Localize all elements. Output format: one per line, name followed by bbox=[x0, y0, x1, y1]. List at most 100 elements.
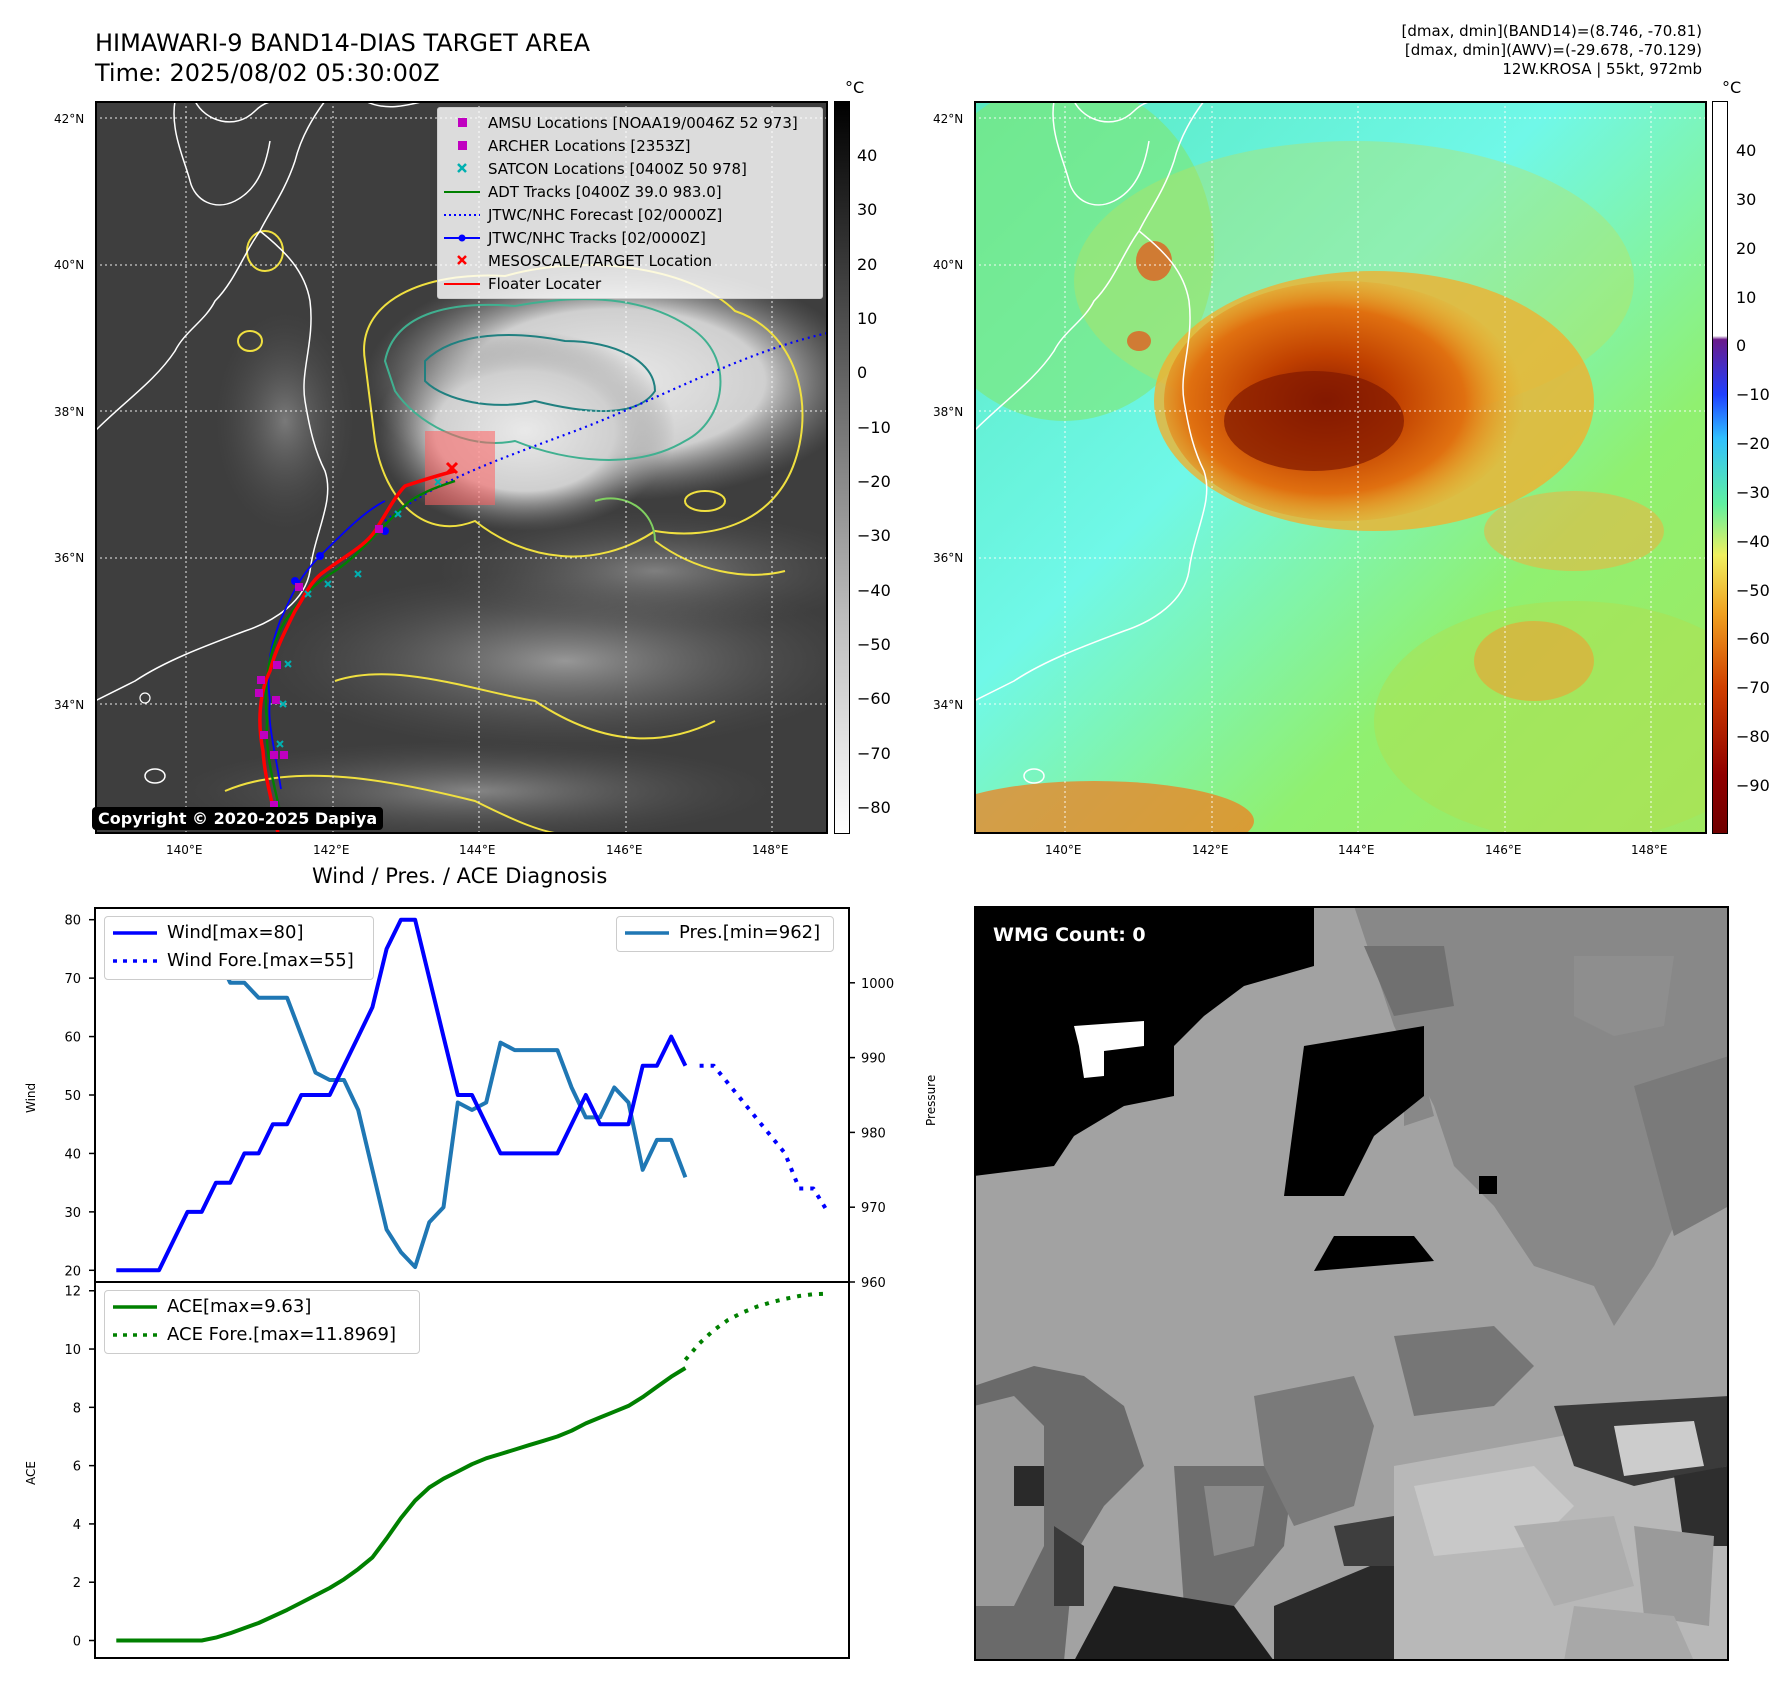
ir-colorbar-label: 40 bbox=[857, 146, 878, 165]
ace-axis-tick-label: 8 bbox=[73, 1401, 81, 1416]
ir-colorbar-label: −60 bbox=[857, 689, 891, 709]
lon-tick-144: 144°E bbox=[459, 843, 496, 857]
lat-tick-36: 36°N bbox=[54, 551, 85, 565]
wind-axis-tick-label: 80 bbox=[64, 914, 81, 929]
storm-info: [dmax, dmin](BAND14)=(8.746, -70.81) [dm… bbox=[1402, 22, 1702, 79]
awv-map-frame bbox=[974, 101, 1707, 834]
lon-tick-146: 146°E bbox=[606, 843, 643, 857]
awv-lat-tick-38: 38°N bbox=[933, 405, 964, 419]
awv-lon-tick-142: 142°E bbox=[1192, 843, 1229, 857]
wind-axis-tick-label: 60 bbox=[64, 1031, 81, 1046]
awv-colorbar-label: −70 bbox=[1736, 678, 1770, 698]
ir-colorbar-label: −10 bbox=[857, 417, 891, 437]
jtwc-forecast-track bbox=[384, 331, 829, 522]
amsu-markers bbox=[255, 525, 383, 809]
wmg-count-badge: WMG Count: 0 bbox=[985, 918, 1154, 952]
ir-colorbar-unit: °C bbox=[845, 78, 865, 97]
awv-lon-tick-148: 148°E bbox=[1631, 843, 1668, 857]
awv-colorbar-label: −40 bbox=[1736, 531, 1770, 551]
ir-colorbar-label: −80 bbox=[857, 798, 891, 817]
ace-legend: ACE[max=9.63] ACE Fore.[max=11.8969] bbox=[104, 1290, 420, 1354]
awv-colorbar-label: −10 bbox=[1736, 385, 1770, 405]
wind-axis-tick-label: 50 bbox=[64, 1089, 81, 1104]
pressure-legend: Pres.[min=962] bbox=[616, 916, 834, 952]
awv-lon-tick-140: 140°E bbox=[1045, 843, 1082, 857]
wmg-frame bbox=[974, 906, 1729, 1661]
pressure-axis-tick-label: 980 bbox=[861, 1126, 886, 1141]
diagnosis-chart: 20 30 40 50 60 70 80 960 970 980 990 1000 0 2 4 6 8 10 12 bbox=[64, 907, 894, 1659]
pressure-axis-label: Pressure bbox=[924, 1074, 938, 1126]
ir-colorbar-label: −40 bbox=[857, 580, 891, 600]
ir-colorbar-label: −20 bbox=[857, 472, 891, 491]
awv-lon-tick-146: 146°E bbox=[1485, 843, 1522, 857]
awv-colorbar-label: −30 bbox=[1736, 482, 1770, 502]
awv-colorbar bbox=[1712, 101, 1728, 834]
awv-colorbar-label: 30 bbox=[1736, 189, 1757, 209]
awv-lat-tick-42: 42°N bbox=[933, 112, 964, 126]
ir-colorbar-label: 20 bbox=[857, 254, 878, 274]
wind-line bbox=[116, 917, 688, 1273]
title-line-2: Time: 2025/08/02 05:30:00Z bbox=[95, 59, 440, 87]
ace-axis-tick-label: 4 bbox=[73, 1518, 81, 1533]
wind-legend-row: Wind[max=80] bbox=[113, 922, 304, 943]
awv-colorbar-unit: °C bbox=[1722, 78, 1742, 97]
ir-map-panel: AMSU Locations [NOAA19/0046Z 52 973] ARC… bbox=[92, 100, 875, 841]
ir-colorbar-label: −30 bbox=[857, 526, 891, 546]
wind-axis-label: Wind bbox=[24, 1082, 38, 1113]
map-legend: AMSU Locations [NOAA19/0046Z 52 973] ARC… bbox=[437, 107, 823, 299]
ace-axis-tick-label: 12 bbox=[64, 1285, 81, 1300]
lat-tick-34: 34°N bbox=[54, 698, 85, 712]
info-line-3: 12W.KROSA | 55kt, 972mb bbox=[1502, 60, 1702, 78]
diagnosis-title: Wind / Pres. / ACE Diagnosis bbox=[312, 864, 608, 888]
ir-colorbar-label: −70 bbox=[857, 743, 891, 763]
ir-colorbar-label: 0 bbox=[857, 363, 868, 383]
wind-axis-tick-label: 20 bbox=[64, 1264, 81, 1279]
awv-map-panel bbox=[914, 81, 1774, 861]
ir-colorbar-label: 30 bbox=[857, 200, 878, 220]
lat-tick-42: 42°N bbox=[54, 112, 85, 126]
target-box bbox=[425, 431, 495, 505]
wind-axis-tick-label: 40 bbox=[64, 1147, 81, 1162]
awv-colorbar-label: 20 bbox=[1736, 238, 1757, 258]
jtwc-track bbox=[267, 500, 386, 790]
awv-colorbar-label: −50 bbox=[1736, 580, 1770, 600]
ace-forecast-line bbox=[683, 1291, 828, 1362]
title-line-1: HIMAWARI-9 BAND14-DIAS TARGET AREA bbox=[95, 29, 591, 57]
awv-lon-tick-144: 144°E bbox=[1338, 843, 1375, 857]
awv-colorbar-label: −60 bbox=[1736, 629, 1770, 649]
ir-colorbar bbox=[834, 101, 850, 834]
target-marker bbox=[445, 461, 459, 475]
ace-plot-frame bbox=[94, 1281, 850, 1659]
ace-axis-tick-label: 6 bbox=[73, 1460, 81, 1475]
lon-tick-142: 142°E bbox=[313, 843, 350, 857]
awv-colorbar-label: 0 bbox=[1736, 336, 1747, 356]
awv-colorbar-label: 10 bbox=[1736, 287, 1757, 307]
wind-axis-tick-label: 70 bbox=[64, 972, 81, 987]
ir-colorbar-label: −50 bbox=[857, 635, 891, 654]
wmg-image bbox=[974, 906, 1729, 1661]
figure-title: HIMAWARI-9 BAND14-DIAS TARGET AREA Time:… bbox=[95, 28, 590, 88]
awv-map bbox=[914, 81, 1774, 861]
lon-tick-140: 140°E bbox=[166, 843, 203, 857]
wind-forecast-line bbox=[699, 1063, 830, 1213]
awv-colorbar-label: −80 bbox=[1736, 727, 1770, 747]
ace-axis-tick-label: 10 bbox=[64, 1343, 81, 1358]
ace-axis-tick-label: 2 bbox=[73, 1576, 81, 1591]
lat-tick-40: 40°N bbox=[54, 258, 85, 272]
satcon-markers bbox=[276, 478, 442, 748]
awv-colorbar-label: 40 bbox=[1736, 141, 1757, 160]
pressure-axis-tick-label: 990 bbox=[861, 1052, 886, 1067]
pressure-axis-tick-label: 970 bbox=[861, 1201, 886, 1216]
wind-fore-legend-row: Wind Fore.[max=55] bbox=[113, 950, 354, 971]
awv-colorbar-label: −90 bbox=[1736, 776, 1770, 795]
floater-track bbox=[258, 469, 456, 835]
wind-axis-tick-label: 30 bbox=[64, 1206, 81, 1221]
awv-lat-tick-36: 36°N bbox=[933, 551, 964, 565]
info-line-1: [dmax, dmin](BAND14)=(8.746, -70.81) bbox=[1401, 22, 1702, 40]
copyright-badge: Copyright © 2020-2025 Dapiya bbox=[92, 807, 384, 830]
awv-lat-tick-40: 40°N bbox=[933, 258, 964, 272]
ace-line bbox=[116, 1366, 687, 1643]
ace-axis-label: ACE bbox=[24, 1461, 38, 1485]
ace-axis-tick-label: 0 bbox=[73, 1635, 81, 1650]
ace-legend-row: ACE[max=9.63] bbox=[113, 1296, 312, 1317]
